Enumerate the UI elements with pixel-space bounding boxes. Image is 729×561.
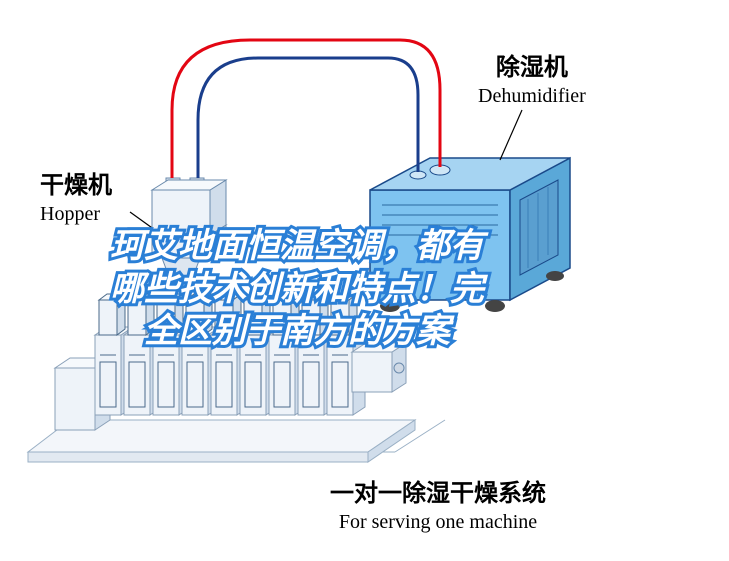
- system-label-en: For serving one machine: [330, 509, 546, 535]
- system-label-cn: 一对一除湿干燥系统: [330, 478, 546, 509]
- system-label: 一对一除湿干燥系统 For serving one machine: [330, 478, 546, 535]
- pipe-blue: [198, 58, 418, 178]
- hopper-label: 干燥机 Hopper: [40, 170, 112, 227]
- hopper-label-en: Hopper: [40, 201, 112, 227]
- diagram-canvas: 除湿机 Dehumidifier 干燥机 Hopper 一对一除湿干燥系统 Fo…: [0, 0, 729, 561]
- headline-overlay: 珂艾地面恒温空调，都有珂艾地面恒温空调，都有哪些技术创新和特点！完哪些技术创新和…: [110, 225, 484, 353]
- hopper-label-cn: 干燥机: [40, 170, 112, 201]
- dehumidifier-label-en: Dehumidifier: [478, 83, 586, 109]
- dehumidifier-label-cn: 除湿机: [478, 52, 586, 83]
- dehumidifier-label: 除湿机 Dehumidifier: [478, 52, 586, 109]
